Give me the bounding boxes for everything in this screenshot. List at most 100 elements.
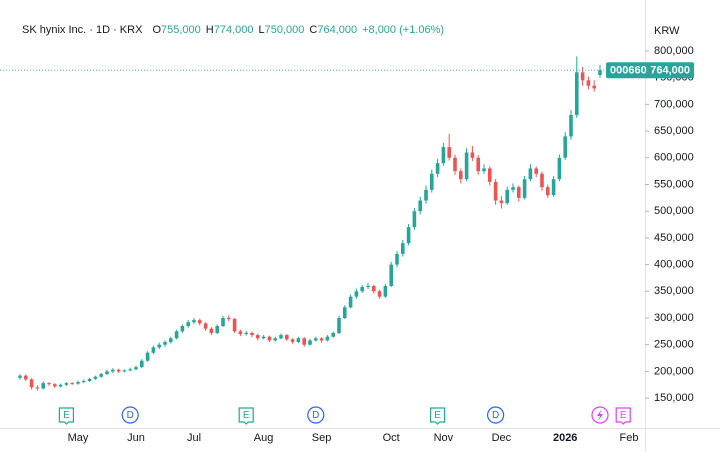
last-price-box	[606, 62, 694, 79]
candle-body	[47, 383, 51, 385]
event-marker	[121, 406, 139, 424]
last-price-symbol: 000660	[610, 65, 647, 77]
event-label: E	[63, 410, 70, 421]
x-tick-label: Nov	[434, 432, 454, 444]
event-marker	[430, 407, 446, 425]
candle-body	[238, 331, 243, 335]
candle-body	[372, 285, 376, 292]
candle-body	[406, 227, 411, 244]
y-tick-label: 300,000	[654, 312, 694, 324]
y-tick-label: 650,000	[654, 125, 694, 137]
candle-body	[308, 340, 312, 345]
y-tick-label: 800,000	[654, 45, 694, 57]
candle-body	[180, 326, 185, 332]
candle-body	[267, 336, 272, 341]
x-tick-label: Aug	[254, 432, 274, 444]
candle-body	[35, 387, 40, 389]
candle-body	[163, 342, 167, 345]
y-tick-label: 250,000	[654, 339, 694, 351]
event-label: D	[492, 410, 499, 421]
x-tick-label: May	[68, 432, 89, 444]
candle-body	[522, 179, 527, 198]
candle-body	[76, 382, 80, 384]
x-tick-label: Jun	[127, 432, 145, 444]
event-marker	[615, 407, 631, 425]
candle-body	[174, 331, 179, 339]
candle-body	[105, 371, 109, 375]
candle-body	[24, 375, 28, 380]
header-field-value: 774,000	[214, 24, 254, 36]
candle-body	[331, 332, 335, 337]
candle-body	[29, 379, 34, 388]
candle-body	[598, 70, 602, 76]
header-title: SK hynix Inc. · 1D · KRX	[22, 24, 143, 36]
candle-body	[99, 374, 103, 377]
candle-body	[453, 157, 457, 172]
candle-body	[273, 338, 277, 341]
candle-body	[470, 152, 475, 158]
candle-body	[209, 328, 214, 333]
candle-body	[383, 285, 388, 297]
candle-body	[360, 287, 364, 292]
event-label: E	[434, 410, 441, 421]
x-tick-label: Dec	[492, 432, 512, 444]
event-label: D	[312, 410, 319, 421]
y-tick-label: 400,000	[654, 258, 694, 270]
dividend-flash-icon	[591, 406, 609, 424]
candle-body	[505, 189, 509, 204]
candle-body	[64, 383, 69, 385]
candle-body	[435, 163, 440, 174]
candle-body	[203, 323, 208, 329]
candle-body	[314, 338, 318, 341]
y-tick-label: 200,000	[654, 365, 694, 377]
candle-body	[499, 200, 504, 204]
candle-body	[296, 338, 301, 343]
candle-body	[569, 115, 573, 137]
candle-body	[198, 320, 202, 324]
candle-body	[517, 187, 521, 198]
candle-body	[111, 369, 115, 372]
header-field-value: 755,000	[161, 24, 201, 36]
header-field-label: O	[152, 24, 161, 36]
candle-body	[128, 369, 132, 371]
candle-body	[221, 317, 225, 326]
candle-body	[354, 291, 359, 297]
candle-body	[285, 335, 289, 340]
candle-body	[145, 352, 150, 361]
event-label: D	[127, 410, 134, 421]
event-label: E	[620, 410, 627, 421]
candle-body	[493, 181, 498, 201]
candle-body	[58, 384, 63, 387]
candle-body	[534, 168, 538, 174]
event-marker	[307, 406, 325, 424]
event-marker	[58, 407, 74, 425]
candle-body	[401, 243, 405, 254]
candle-body	[290, 339, 295, 343]
candle-body	[215, 326, 219, 333]
y-tick-label: 550,000	[654, 178, 694, 190]
candle-body	[53, 384, 57, 387]
candle-body	[476, 157, 480, 172]
event-marker	[238, 407, 254, 425]
candle-body	[70, 383, 74, 385]
y-tick-label: 150,000	[654, 392, 694, 404]
candle-body	[232, 319, 237, 332]
y-tick-label: 450,000	[654, 232, 694, 244]
header-field-label: H	[206, 24, 214, 36]
candle-body	[250, 332, 254, 336]
x-tick-label: Jul	[187, 432, 201, 444]
candle-body	[389, 264, 393, 286]
candle-body	[169, 338, 173, 343]
y-tick-label: 600,000	[654, 152, 694, 164]
candle-body	[482, 168, 486, 172]
last-price-label: 764,000	[650, 65, 690, 77]
header-field-label: L	[258, 24, 264, 36]
event-label: E	[243, 410, 250, 421]
candle-body	[546, 187, 550, 196]
candle-body	[93, 376, 98, 379]
candle-body	[337, 317, 341, 333]
candle-body	[464, 152, 469, 180]
candle-body	[244, 332, 248, 335]
candle-body	[157, 344, 161, 348]
x-tick-label: Oct	[383, 432, 400, 444]
